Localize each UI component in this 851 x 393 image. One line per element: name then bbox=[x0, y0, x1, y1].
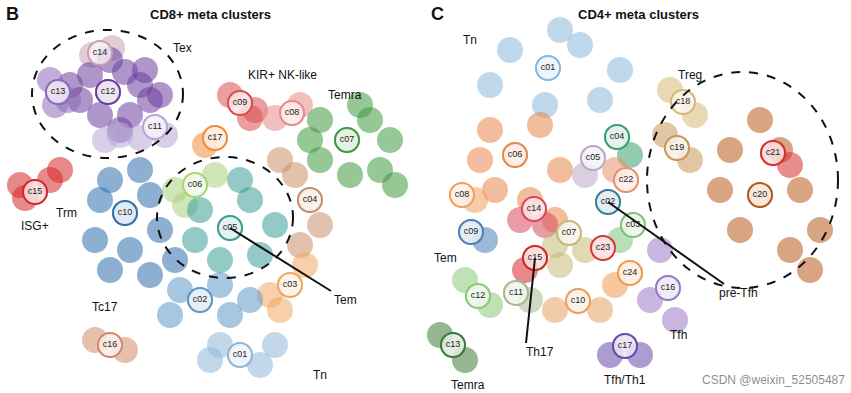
svg-text:c04: c04 bbox=[303, 194, 318, 204]
svg-text:Tn: Tn bbox=[313, 368, 327, 382]
svg-text:Tfh/Th1: Tfh/Th1 bbox=[604, 373, 646, 387]
svg-text:Temra: Temra bbox=[451, 378, 485, 392]
svg-text:c09: c09 bbox=[464, 226, 479, 236]
svg-text:Tem: Tem bbox=[334, 293, 357, 307]
svg-text:c17: c17 bbox=[208, 132, 223, 142]
svg-text:c08: c08 bbox=[285, 107, 300, 117]
svg-text:c14: c14 bbox=[527, 203, 542, 213]
svg-text:c06: c06 bbox=[508, 149, 523, 159]
svg-text:c22: c22 bbox=[619, 174, 634, 184]
svg-text:Treg: Treg bbox=[678, 68, 702, 82]
svg-text:c17: c17 bbox=[618, 340, 633, 350]
svg-text:c15: c15 bbox=[528, 252, 543, 262]
svg-text:c18: c18 bbox=[676, 96, 691, 106]
svg-text:KIR+ NK-like: KIR+ NK-like bbox=[248, 68, 317, 82]
svg-text:c21: c21 bbox=[766, 147, 781, 157]
svg-text:c19: c19 bbox=[670, 142, 685, 152]
svg-text:pre-Tfh: pre-Tfh bbox=[719, 286, 758, 300]
svg-text:c13: c13 bbox=[446, 339, 461, 349]
svg-text:Tc17: Tc17 bbox=[92, 300, 118, 314]
svg-text:c23: c23 bbox=[596, 242, 611, 252]
svg-text:c07: c07 bbox=[340, 134, 355, 144]
svg-text:c11: c11 bbox=[509, 287, 523, 297]
svg-text:Th17: Th17 bbox=[526, 345, 554, 359]
svg-text:c01: c01 bbox=[233, 349, 248, 359]
svg-text:c05: c05 bbox=[223, 222, 238, 232]
svg-text:c02: c02 bbox=[193, 294, 208, 304]
svg-text:c03: c03 bbox=[626, 219, 641, 229]
svg-text:c05: c05 bbox=[586, 152, 601, 162]
svg-text:CD4+ meta clusters: CD4+ meta clusters bbox=[578, 7, 699, 22]
svg-text:c14: c14 bbox=[93, 47, 108, 57]
svg-text:c12: c12 bbox=[101, 86, 116, 96]
svg-text:c02: c02 bbox=[601, 196, 616, 206]
svg-text:c11: c11 bbox=[148, 121, 162, 131]
svg-text:Tem: Tem bbox=[434, 251, 457, 265]
svg-text:B: B bbox=[6, 4, 19, 24]
svg-text:c10: c10 bbox=[118, 207, 133, 217]
svg-text:Tfh: Tfh bbox=[670, 328, 687, 342]
svg-text:c13: c13 bbox=[51, 86, 66, 96]
svg-text:c09: c09 bbox=[233, 97, 248, 107]
svg-text:Tex: Tex bbox=[173, 41, 192, 55]
svg-text:c01: c01 bbox=[541, 62, 556, 72]
svg-text:Tn: Tn bbox=[463, 33, 477, 47]
svg-text:c03: c03 bbox=[283, 279, 298, 289]
svg-text:c10: c10 bbox=[571, 295, 586, 305]
svg-text:Trm: Trm bbox=[56, 206, 77, 220]
svg-text:c16: c16 bbox=[661, 282, 676, 292]
svg-text:c16: c16 bbox=[103, 339, 118, 349]
svg-text:c20: c20 bbox=[753, 189, 768, 199]
svg-text:c06: c06 bbox=[188, 179, 203, 189]
svg-text:CD8+ meta clusters: CD8+ meta clusters bbox=[150, 7, 271, 22]
svg-text:c12: c12 bbox=[471, 290, 486, 300]
svg-text:c24: c24 bbox=[623, 267, 638, 277]
svg-text:c04: c04 bbox=[610, 131, 625, 141]
svg-text:c15: c15 bbox=[28, 186, 43, 196]
svg-text:ISG+: ISG+ bbox=[21, 219, 49, 233]
svg-text:c07: c07 bbox=[562, 227, 577, 237]
svg-text:c08: c08 bbox=[455, 189, 470, 199]
svg-text:CSDN @weixin_52505487: CSDN @weixin_52505487 bbox=[702, 373, 845, 387]
svg-text:Temra: Temra bbox=[328, 88, 362, 102]
svg-text:C: C bbox=[431, 4, 444, 24]
